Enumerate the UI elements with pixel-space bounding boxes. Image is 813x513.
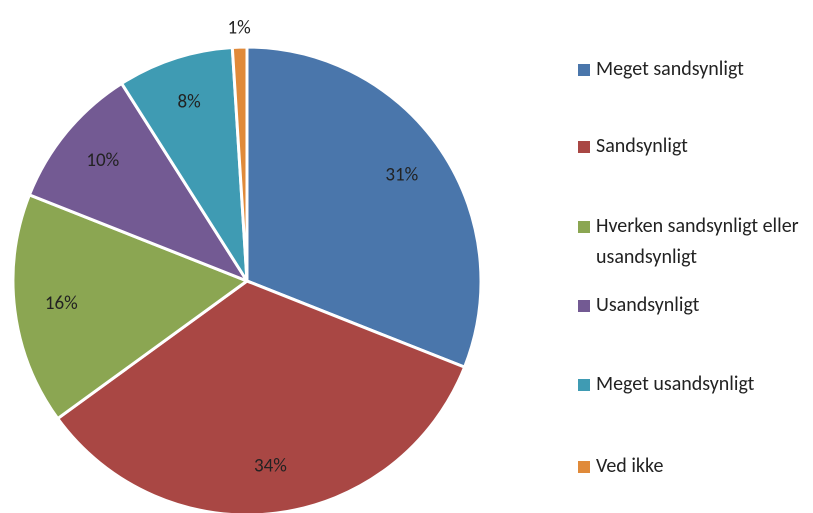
legend-label: Usandsynligt — [596, 293, 700, 317]
legend-swatch — [578, 221, 590, 233]
legend-swatch — [578, 141, 590, 153]
pie-slice — [230, 45, 249, 282]
data-label: 1% — [227, 17, 250, 40]
legend-swatch — [578, 379, 590, 391]
pie-slice — [11, 192, 251, 421]
legend-item: Sandsynligt — [578, 131, 813, 162]
legend-label: Hverken sandsynligt eller usandsynligt — [596, 214, 799, 269]
legend-item: Meget sandsynligt — [578, 54, 813, 85]
legend-swatch — [578, 461, 590, 473]
pie-slice — [245, 45, 483, 370]
legend-item: Meget usandsynligt — [578, 369, 813, 400]
pie-slice — [55, 279, 467, 513]
legend-swatch — [578, 300, 590, 312]
legend-label: Sandsynligt — [596, 134, 688, 158]
pie-slice — [119, 45, 249, 282]
data-label: 34% — [254, 454, 287, 477]
pie-slice — [27, 81, 251, 285]
data-label: 31% — [385, 163, 418, 186]
data-label: 16% — [45, 292, 78, 315]
data-label: 8% — [178, 90, 201, 113]
legend-item: Usandsynligt — [578, 290, 813, 321]
legend-label: Meget usandsynligt — [596, 372, 755, 396]
legend-swatch — [578, 64, 590, 76]
legend-item: Ved ikke — [578, 451, 813, 482]
legend-label: Meget sandsynligt — [596, 57, 744, 81]
legend-label: Ved ikke — [596, 454, 664, 478]
legend-item: Hverken sandsynligt eller usandsynligt — [578, 211, 813, 273]
data-label: 10% — [86, 149, 119, 172]
